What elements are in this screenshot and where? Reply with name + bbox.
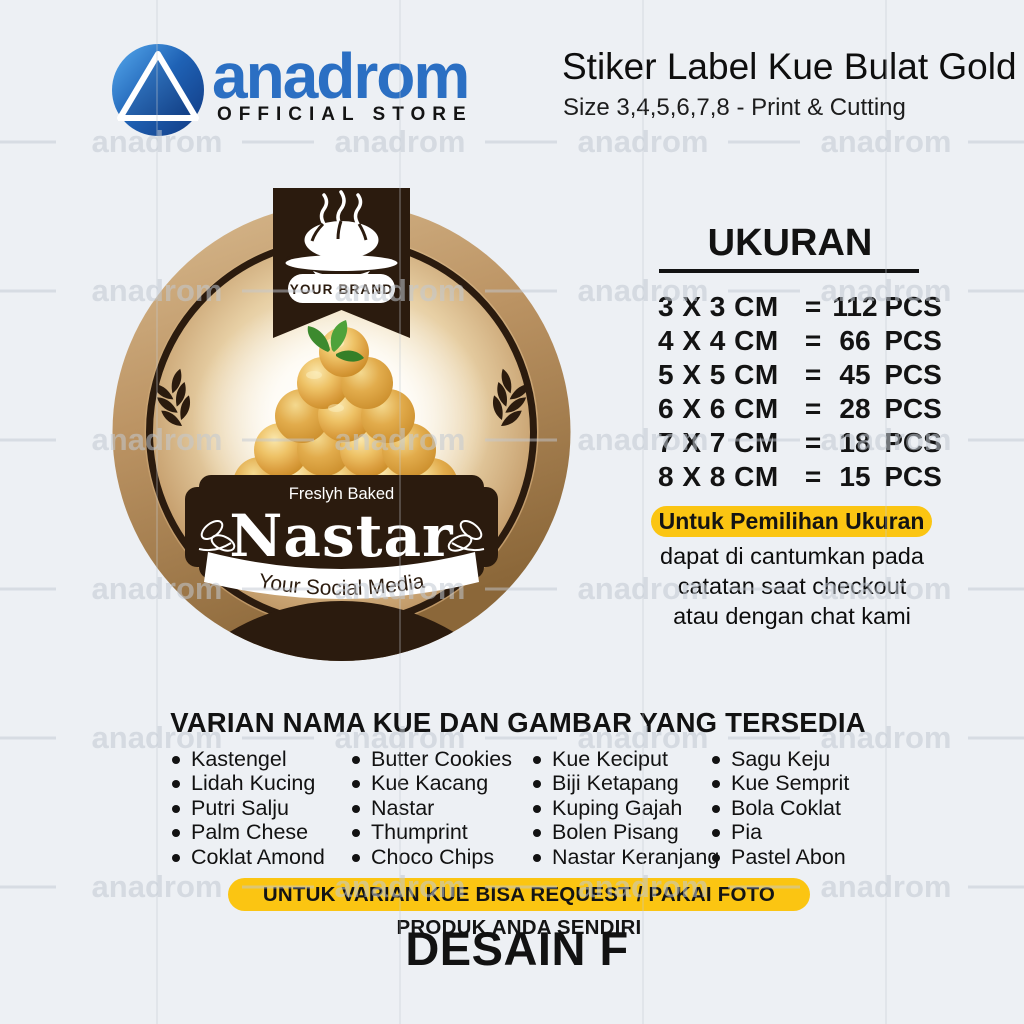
size-qty: 45 [839,359,871,390]
size-qty: 66 [839,325,871,356]
size-qty: 15 [839,461,871,492]
sticker-bottom-arc [123,601,560,661]
size-row: 8 X 8 CM = 15 PCS [658,460,942,494]
watermark-text: anadrom [820,869,952,904]
leaf-ornament-right [447,520,485,552]
size-table: 3 X 3 CM = 112 PCS 4 X 4 CM = 66 PCS 5 X 5 CM =… [658,290,942,494]
variant-column-4: Sagu Keju Kue Semprit Bola Coklat Pia Pa… [712,747,849,869]
watermark-dash [968,438,1024,442]
size-note-highlight: Untuk Pemilihan Ukuran [651,506,932,537]
size-row: 3 X 3 CM = 112 PCS [658,290,942,324]
variant-item: Kue Kacang [352,771,512,795]
wheat-ornament-right [492,368,531,426]
store-brand-subtitle: OFFICIAL STORE [217,104,473,125]
size-row: 4 X 4 CM = 66 PCS [658,324,942,358]
equals-sign: = [804,427,822,458]
size-qty: 18 [839,427,871,458]
product-title: Stiker Label Kue Bulat Gold [562,46,1017,87]
product-name-banner [185,475,498,579]
design-label: DESAIN F [405,922,629,975]
size-qty: 28 [839,393,871,424]
size-note-line: catatan saat checkout [677,573,907,599]
store-header: anadrom OFFICIAL STORE Stiker Label Kue … [0,0,1024,150]
variant-item: Lidah Kucing [172,771,325,795]
variant-item: Nastar [352,796,512,820]
watermark-text: anadrom [91,869,223,904]
size-unit: PCS [884,291,942,322]
variant-item: Bolen Pisang [533,820,719,844]
variant-item: Sagu Keju [712,747,849,771]
store-logo-icon [112,44,204,136]
size-label: 5 X 5 CM [658,359,779,390]
equals-sign: = [804,461,822,492]
variant-column-3: Kue Keciput Biji Ketapang Kuping Gajah B… [533,747,719,869]
product-subtitle: Size 3,4,5,6,7,8 - Print & Cutting [563,94,906,121]
size-label: 6 X 6 CM [658,393,779,424]
watermark-dash [968,736,1024,740]
watermark-dash [0,289,56,293]
mint-leaf [307,320,364,362]
variant-column-1: Kastengel Lidah Kucing Putri Salju Palm … [172,747,325,869]
sticker-mockup: YOUR BRAND Freslyh Baked Nastar Your Soc… [112,188,571,661]
size-unit: PCS [884,359,942,390]
size-panel-heading: UKURAN [707,222,873,264]
variant-item: Nastar Keranjang [533,845,719,869]
size-label: 7 X 7 CM [658,427,779,458]
size-note-line: dapat di cantumkan pada [660,543,924,569]
equals-sign: = [804,359,822,390]
variant-item: Kastengel [172,747,325,771]
size-panel-underline [659,269,919,273]
watermark-dash [968,289,1024,293]
variant-item: Thumprint [352,820,512,844]
size-row: 6 X 6 CM = 28 PCS [658,392,942,426]
tagline-text: Freslyh Baked [289,485,394,503]
variant-item: Palm Chese [172,820,325,844]
watermark-dash [0,885,56,889]
size-label: 8 X 8 CM [658,461,779,492]
your-brand-text: YOUR BRAND [290,282,394,297]
size-qty: 112 [832,291,878,322]
watermark-dash [0,736,56,740]
variant-column-2: Butter Cookies Kue Kacang Nastar Thumpri… [352,747,512,869]
store-brand-name: anadrom [212,40,470,112]
product-name-text: Nastar [229,502,454,570]
size-row: 5 X 5 CM = 45 PCS [658,358,942,392]
watermark-gridline [642,0,644,1024]
bread-icon [285,190,398,282]
watermark-dash [968,587,1024,591]
size-label: 3 X 3 CM [658,291,779,322]
size-note-line: atau dengan chat kami [673,603,911,629]
variant-item: Bola Coklat [712,796,849,820]
equals-sign: = [804,325,822,356]
size-row: 7 X 7 CM = 18 PCS [658,426,942,460]
variant-item: Coklat Amond [172,845,325,869]
variant-item: Kue Keciput [533,747,719,771]
variant-item: Kuping Gajah [533,796,719,820]
size-unit: PCS [884,393,942,424]
size-unit: PCS [884,461,942,492]
equals-sign: = [804,291,822,322]
variant-item: Biji Ketapang [533,771,719,795]
variant-item: Kue Semprit [712,771,849,795]
size-note: dapat di cantumkan pada catatan saat che… [636,541,948,631]
your-brand-pill [288,274,395,303]
variants-heading: VARIAN NAMA KUE DAN GAMBAR YANG TERSEDIA [170,707,866,738]
watermark-dash [0,587,56,591]
variant-item: Butter Cookies [352,747,512,771]
variant-item: Pia [712,820,849,844]
variant-item: Pastel Abon [712,845,849,869]
social-ribbon [204,552,479,599]
size-unit: PCS [884,325,942,356]
variant-request-banner: UNTUK VARIAN KUE BISA REQUEST / PAKAI FO… [228,878,810,939]
variant-item: Choco Chips [352,845,512,869]
watermark-dash [0,438,56,442]
size-unit: PCS [884,427,942,458]
watermark-dash [968,885,1024,889]
wheat-ornament-left [152,368,191,426]
size-label: 4 X 4 CM [658,325,779,356]
variant-item: Putri Salju [172,796,325,820]
equals-sign: = [804,393,822,424]
